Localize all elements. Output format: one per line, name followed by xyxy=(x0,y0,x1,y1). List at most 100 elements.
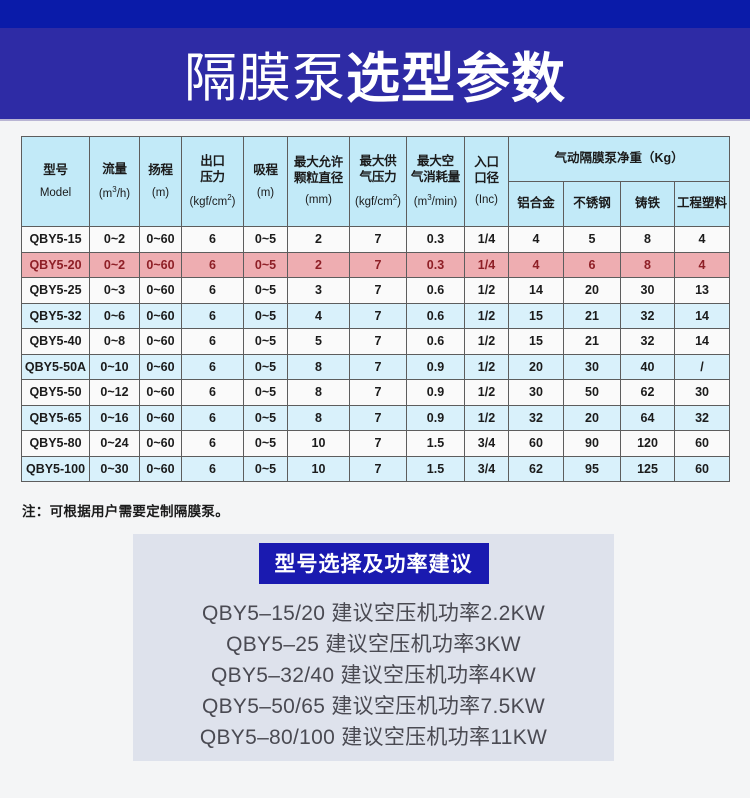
recommendation-line: QBY5–80/100 建议空压机功率11KW xyxy=(199,726,548,749)
col-header-stainless: 不锈钢 xyxy=(563,181,621,227)
table-cell: 6 xyxy=(181,455,244,482)
col-header-head-cn: 扬程 xyxy=(148,163,173,177)
table-row[interactable]: QBY5-32 0~6 0~60 6 0~5 4 7 0.6 1/2 15 21 32 14 xyxy=(21,302,731,329)
cell-model: QBY5-50 xyxy=(21,379,90,406)
cell-model: QBY5-50A xyxy=(21,353,90,380)
table-row[interactable]: QBY5-80 0~24 0~60 6 0~5 10 7 1.5 3/4 60 90 120 60 xyxy=(21,430,731,457)
table-cell: 4 xyxy=(673,251,731,278)
table-cell: 6 xyxy=(181,226,244,253)
table-cell: 4 xyxy=(508,251,564,278)
spec-table-container: 型号 Model 流量 (m3/h) 扬程 (m) 出口 压力 (kgf/cm2) 吸程 (… xyxy=(21,136,731,482)
table-row[interactable]: QBY5-15 0~2 0~60 6 0~5 2 7 0.3 1/4 4 5 8 4 xyxy=(21,226,731,253)
table-cell: 50 xyxy=(563,379,621,406)
col-header-head-unit: (m) xyxy=(151,186,170,199)
table-cell: 0~24 xyxy=(89,430,140,457)
table-row[interactable]: QBY5-40 0~8 0~60 6 0~5 5 7 0.6 1/2 15 21 32 14 xyxy=(21,328,731,355)
table-cell: 6 xyxy=(181,302,244,329)
cell-model: QBY5-100 xyxy=(21,455,90,482)
header-underline xyxy=(0,119,750,121)
table-cell: 0~5 xyxy=(243,353,288,380)
table-cell: 0~60 xyxy=(139,226,182,253)
table-cell: 125 xyxy=(620,455,675,482)
table-cell: 40 xyxy=(620,353,675,380)
table-cell: 120 xyxy=(620,430,675,457)
table-cell: 1/2 xyxy=(464,277,509,304)
table-cell: 0~6 xyxy=(89,302,140,329)
table-row[interactable]: QBY5-20 0~2 0~60 6 0~5 2 7 0.3 1/4 4 6 8 4 xyxy=(21,251,731,278)
table-cell: 2 xyxy=(287,226,350,253)
table-cell: 3/4 xyxy=(464,430,509,457)
table-cell: 8 xyxy=(287,379,350,406)
recommendation-line: QBY5–32/40 建议空压机功率4KW xyxy=(211,664,536,687)
table-cell: 0~8 xyxy=(89,328,140,355)
col-header-suction: 吸程 (m) xyxy=(243,136,288,227)
table-cell: 7 xyxy=(349,430,407,457)
table-row[interactable]: QBY5-100 0~30 0~60 6 0~5 10 7 1.5 3/4 62 95 125 60 xyxy=(21,455,731,482)
table-cell: 7 xyxy=(349,328,407,355)
table-cell: 6 xyxy=(181,404,244,431)
table-cell: 7 xyxy=(349,302,407,329)
table-cell: 8 xyxy=(287,353,350,380)
table-cell: 0.9 xyxy=(406,379,465,406)
table-cell: 1.5 xyxy=(406,455,465,482)
col-header-inlet-diameter: 入口 口径 (Inc) xyxy=(464,136,509,227)
table-cell: 32 xyxy=(620,302,675,329)
col-header-model: 型号 Model xyxy=(21,136,90,227)
table-cell: 0.9 xyxy=(406,353,465,380)
table-cell: 6 xyxy=(181,353,244,380)
col-header-flow-cn: 流量 xyxy=(102,162,127,177)
table-cell: 30 xyxy=(508,379,564,406)
col-header-air-supply-pressure-cn: 最大供 气压力 xyxy=(359,154,397,184)
col-header-outlet-pressure: 出口 压力 (kgf/cm2) xyxy=(181,136,244,227)
table-cell: 4 xyxy=(287,302,350,329)
table-cell: 0~60 xyxy=(139,379,182,406)
table-cell: 8 xyxy=(620,251,675,278)
recommendation-line: QBY5–15/20 建议空压机功率2.2KW xyxy=(201,602,545,625)
table-cell: 2 xyxy=(287,251,350,278)
col-header-suction-cn: 吸程 xyxy=(253,163,278,177)
table-cell: 30 xyxy=(620,277,675,304)
recommendation-line: QBY5–25 建议空压机功率3KW xyxy=(226,633,521,656)
table-cell: 7 xyxy=(349,277,407,304)
table-cell: 0.6 xyxy=(406,302,465,329)
table-row[interactable]: QBY5-25 0~3 0~60 6 0~5 3 7 0.6 1/2 14 20 30 13 xyxy=(21,277,731,304)
col-header-air-supply-pressure-unit: (kgf/cm2) xyxy=(355,192,401,208)
table-cell: 4 xyxy=(508,226,564,253)
recommendation-lines: QBY5–15/20 建议空压机功率2.2KW QBY5–25 建议空压机功率3K… xyxy=(133,598,614,753)
table-cell: 6 xyxy=(181,328,244,355)
table-cell: 0~3 xyxy=(89,277,140,304)
col-header-cast-iron: 铸铁 xyxy=(620,181,675,227)
table-cell: 30 xyxy=(563,353,621,380)
table-cell: 60 xyxy=(508,430,564,457)
col-header-head: 扬程 (m) xyxy=(139,136,182,227)
table-cell: 7 xyxy=(349,251,407,278)
table-row[interactable]: QBY5-50A 0~10 0~60 6 0~5 8 7 0.9 1/2 20 30 40/ xyxy=(21,353,731,380)
table-cell: 6 xyxy=(181,277,244,304)
cell-model: QBY5-15 xyxy=(21,226,90,253)
table-row[interactable]: QBY5-65 0~16 0~60 6 0~5 8 7 0.9 1/2 32 20 64 32 xyxy=(21,404,731,431)
table-cell: 32 xyxy=(508,404,564,431)
table-cell: 60 xyxy=(673,430,731,457)
header-top-stripe xyxy=(0,0,750,28)
table-cell: 21 xyxy=(563,328,621,355)
table-cell: 0~5 xyxy=(243,455,288,482)
table-cell: 20 xyxy=(508,353,564,380)
page-title: 隔膜泵 选型参数 xyxy=(0,28,750,119)
table-row[interactable]: QBY5-50 0~12 0~60 6 0~5 8 7 0.9 1/2 30 50 62 30 xyxy=(21,379,731,406)
cell-model: QBY5-65 xyxy=(21,404,90,431)
table-cell: 0~16 xyxy=(89,404,140,431)
cell-model: QBY5-40 xyxy=(21,328,90,355)
table-cell: 0.9 xyxy=(406,404,465,431)
table-cell: 7 xyxy=(349,379,407,406)
table-cell: 6 xyxy=(181,430,244,457)
table-cell: 14 xyxy=(508,277,564,304)
table-cell: 0~60 xyxy=(139,353,182,380)
table-cell: 5 xyxy=(563,226,621,253)
col-header-plastic: 工程塑料 xyxy=(673,181,731,227)
recommendation-line: QBY5–50/65 建议空压机功率7.5KW xyxy=(201,695,545,718)
recommendation-panel: 型号选择及功率建议 QBY5–15/20 建议空压机功率2.2KW QBY5–25… xyxy=(133,534,614,761)
table-cell: 0~60 xyxy=(139,302,182,329)
table-cell: 0.6 xyxy=(406,328,465,355)
table-cell: 7 xyxy=(349,353,407,380)
header-row-top: 型号 Model 流量 (m3/h) 扬程 (m) 出口 压力 (kgf/cm2) 吸程 (… xyxy=(21,136,731,227)
